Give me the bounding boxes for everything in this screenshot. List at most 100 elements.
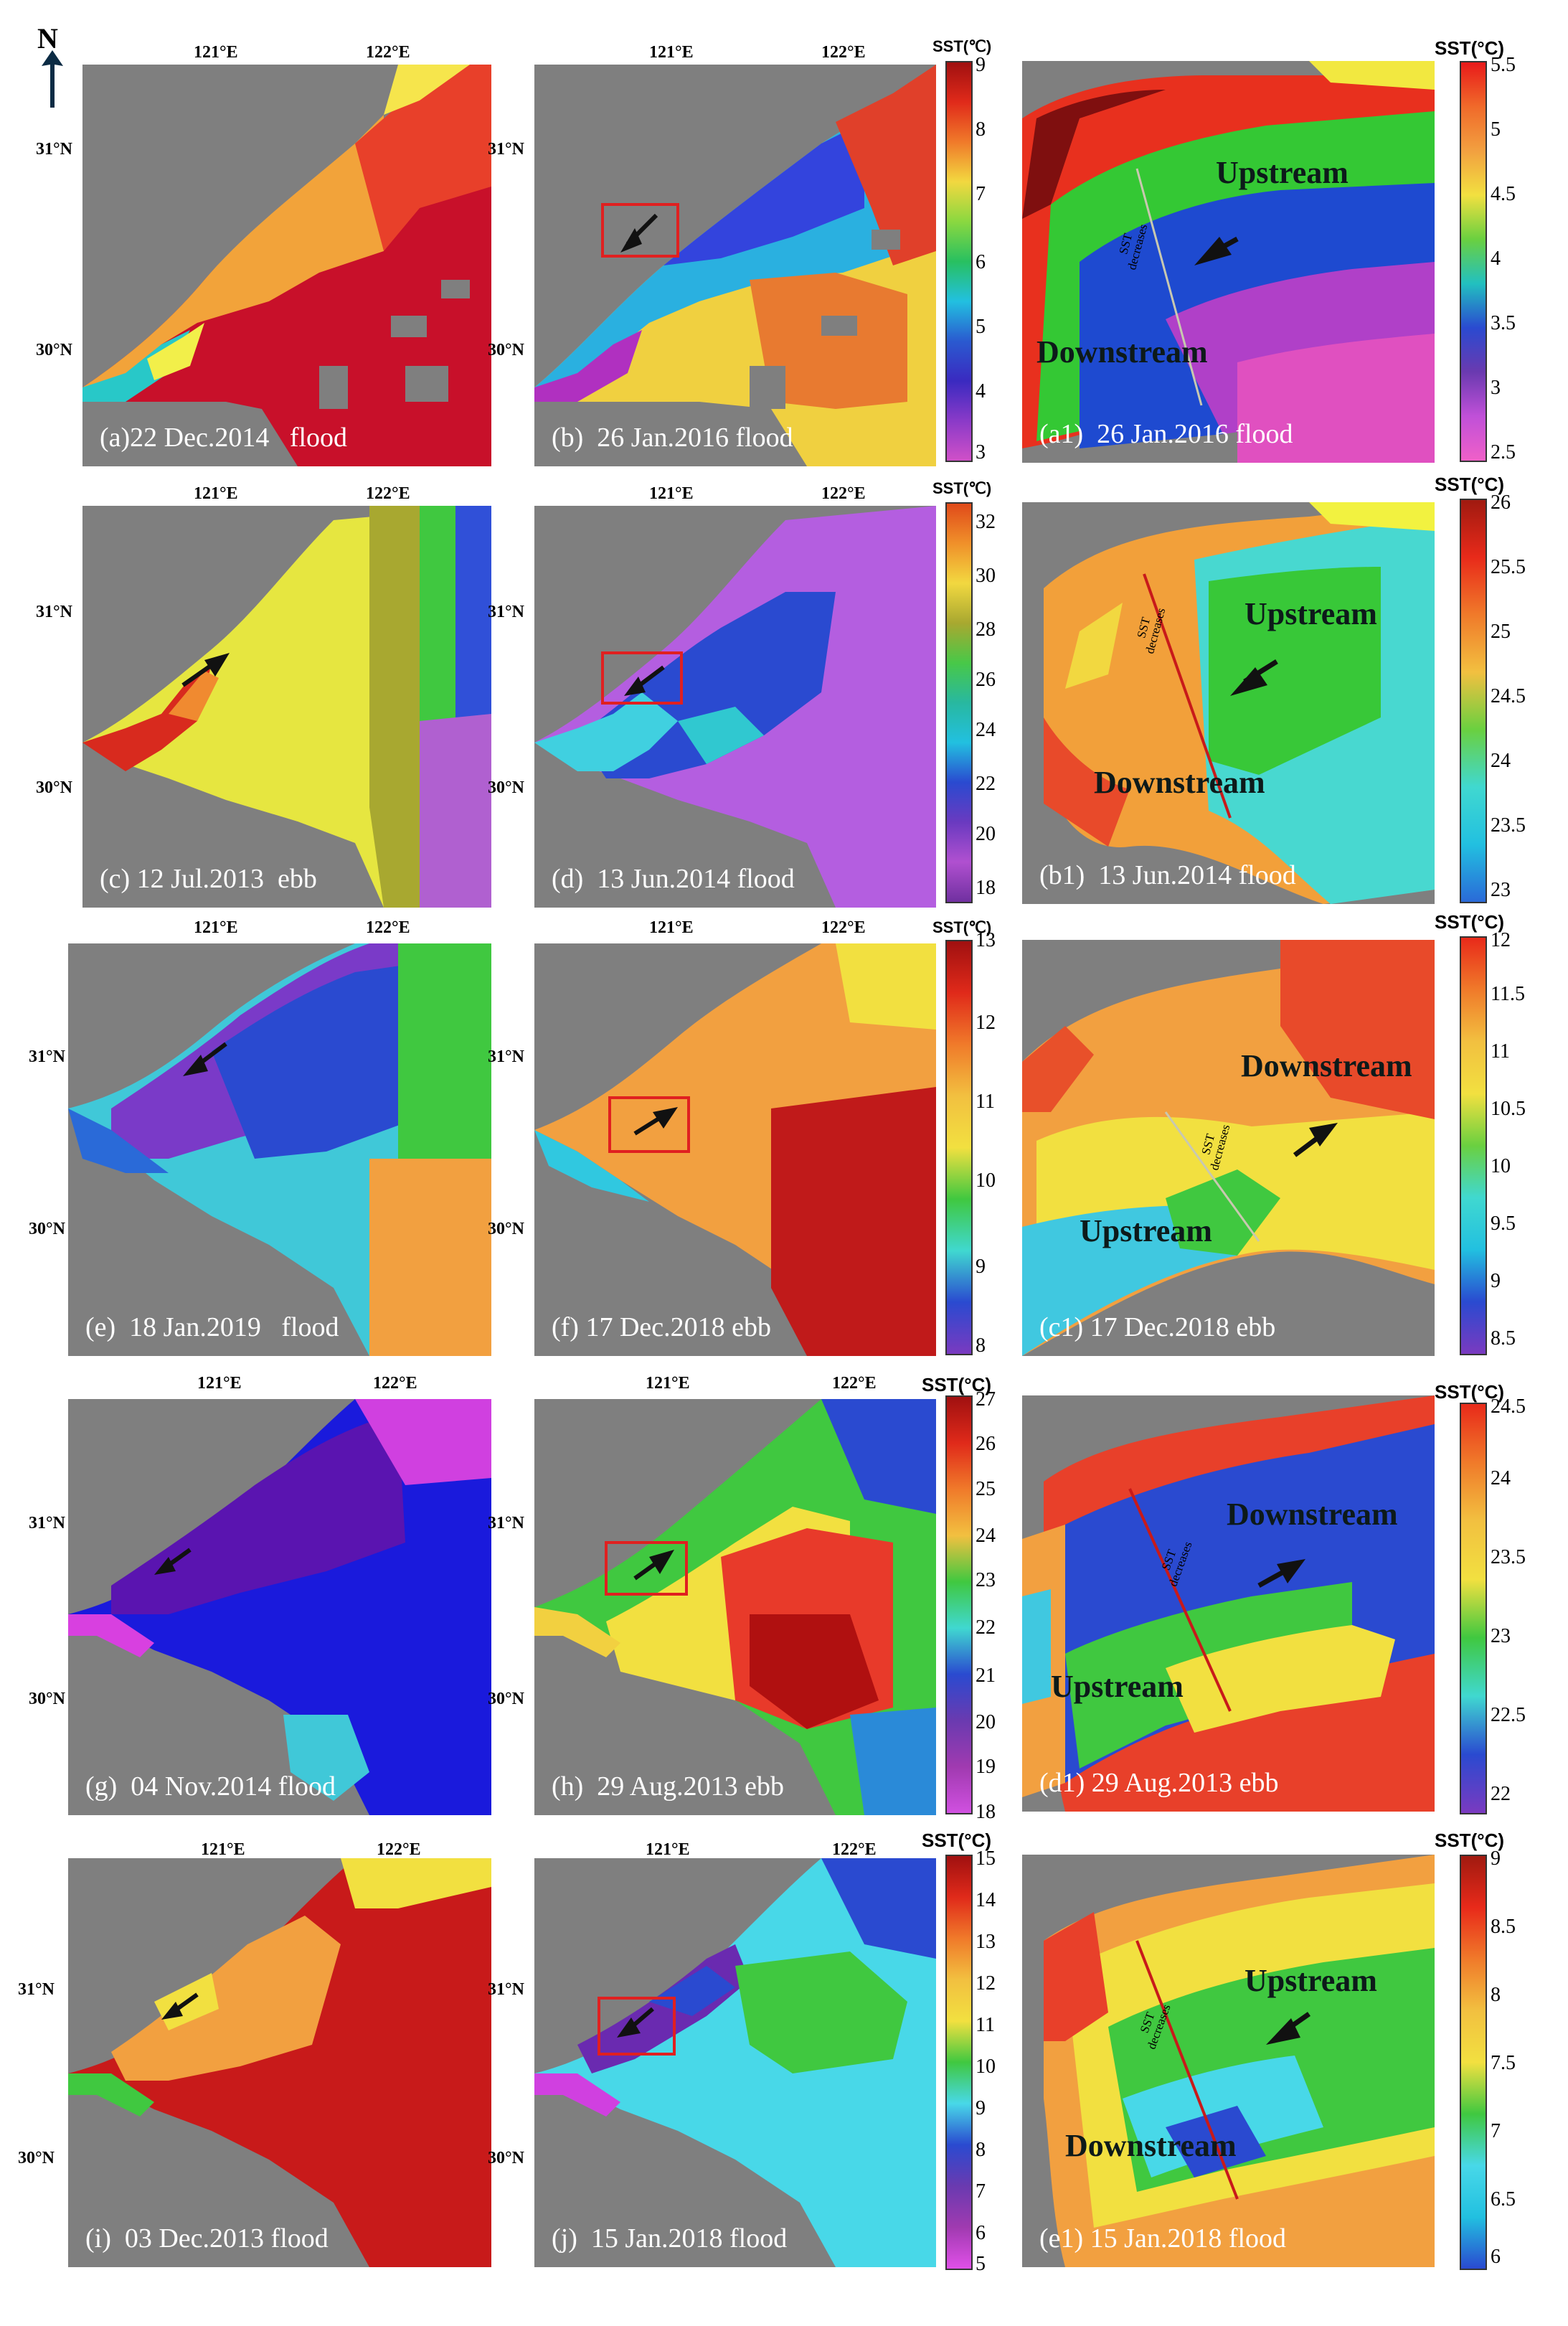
lat-tick-31: 31°N: [488, 140, 524, 159]
lon-tick-122: 122°E: [821, 43, 866, 62]
north-label: N: [37, 22, 58, 55]
lat-tick-31: 31°N: [36, 603, 72, 621]
colorbar-title: SST(°C): [1435, 911, 1505, 933]
upstream-label: Upstream: [1080, 1213, 1212, 1248]
colorbar-j: [945, 1855, 973, 2270]
lon-tick-122: 122°E: [377, 1840, 421, 1859]
lon-tick-122: 122°E: [373, 1374, 417, 1393]
lon-tick-122: 122°E: [366, 484, 410, 503]
colorbar-f: [945, 940, 973, 1355]
downstream-label: Downstream: [1241, 1048, 1412, 1083]
colorbar-e1-ticks: 9 8.5 8 7.5 7 6.5 6: [1491, 1847, 1516, 2268]
colorbar-j-ticks: 15 14 13 12 11 10 9 8 7 6 5: [976, 1847, 996, 2275]
lat-tick-30: 30°N: [29, 1220, 65, 1238]
panel-caption: (c1) 17 Dec.2018 ebb: [1039, 1312, 1276, 1342]
map-panel-d: (d) 13 Jun.2014 flood: [534, 506, 936, 908]
colorbar-f-ticks: 13 12 11 10 9 8: [976, 929, 996, 1357]
colorbar-c1-ticks: 12 11.5 11 10.5 10 9.5 9 8.5: [1491, 929, 1526, 1350]
panel-caption: (c) 12 Jul.2013 ebb: [100, 864, 317, 894]
lon-tick-121: 121°E: [194, 43, 238, 62]
lat-tick-30: 30°N: [488, 2149, 524, 2167]
zoom-panel-b1: Upstream Downstream SST decreases (b1) 1…: [1022, 502, 1435, 904]
lon-tick-121: 121°E: [201, 1840, 245, 1859]
downstream-label: Downstream: [1065, 2128, 1237, 2163]
lat-tick-31: 31°N: [29, 1047, 65, 1066]
colorbar-h-ticks: 27 26 25 24 23 22 21 20 19 18: [976, 1388, 996, 1823]
lon-tick-122: 122°E: [832, 1374, 877, 1393]
zoom-panel-e1: Upstream Downstream SST decreases (e1) 1…: [1022, 1855, 1435, 2267]
map-panel-i: (i) 03 Dec.2013 flood: [68, 1858, 491, 2267]
map-panel-c: (c) 12 Jul.2013 ebb: [82, 506, 491, 908]
colorbar-title: SST(℃): [932, 37, 992, 55]
colorbar-e1: [1460, 1855, 1487, 2270]
panel-caption: (b) 26 Jan.2016 flood: [552, 423, 793, 453]
lat-tick-30: 30°N: [36, 778, 72, 797]
lon-tick-122: 122°E: [366, 43, 410, 62]
map-panel-e: (e) 18 Jan.2019 flood: [68, 943, 491, 1356]
north-arrow-icon: [42, 50, 63, 108]
lat-tick-31: 31°N: [18, 1980, 55, 1999]
downstream-label: Downstream: [1036, 334, 1208, 369]
colorbar-c1: [1460, 936, 1487, 1355]
colorbar-b-ticks: 9 8 7 6 5 4 3: [976, 54, 986, 463]
lon-tick-121: 121°E: [649, 43, 694, 62]
lat-tick-30: 30°N: [29, 1690, 65, 1708]
colorbar-title: SST(°C): [1435, 1830, 1505, 1851]
colorbar-title: SST(°C): [922, 1830, 992, 1851]
colorbar-title: SST(℃): [932, 479, 992, 497]
colorbar-d-ticks: 32 30 28 26 24 22 20 18: [976, 511, 996, 899]
lon-tick-121: 121°E: [194, 918, 238, 937]
panel-caption: (f) 17 Dec.2018 ebb: [552, 1312, 772, 1342]
panel-caption: (i) 03 Dec.2013 flood: [85, 2223, 329, 2254]
lon-tick-122: 122°E: [821, 484, 866, 503]
colorbar-title: SST(°C): [1435, 474, 1505, 495]
lon-tick-121: 121°E: [194, 484, 238, 503]
lon-tick-121: 121°E: [646, 1840, 690, 1859]
lat-tick-30: 30°N: [488, 341, 524, 359]
lon-tick-121: 121°E: [649, 484, 694, 503]
lat-tick-31: 31°N: [488, 1980, 524, 1999]
colorbar-a1-ticks: 5.5 5 4.5 4 3.5 3 2.5: [1491, 54, 1516, 463]
lon-tick-121: 121°E: [197, 1374, 242, 1393]
map-panel-f: (f) 17 Dec.2018 ebb: [534, 943, 936, 1356]
map-panel-a: (a)22 Dec.2014 flood: [82, 65, 491, 466]
zoom-panel-c1: Downstream Upstream SST decreases (c1) 1…: [1022, 940, 1435, 1356]
lat-tick-30: 30°N: [36, 341, 72, 359]
map-panel-b: (b) 26 Jan.2016 flood: [534, 65, 936, 466]
downstream-label: Downstream: [1227, 1497, 1398, 1532]
panel-caption: (g) 04 Nov.2014 flood: [85, 1771, 336, 1802]
lat-tick-31: 31°N: [488, 603, 524, 621]
colorbar-title: SST(°C): [922, 1374, 992, 1395]
downstream-label: Downstream: [1094, 765, 1265, 800]
colorbar-b1: [1460, 499, 1487, 903]
lon-tick-122: 122°E: [832, 1840, 877, 1859]
upstream-label: Upstream: [1216, 155, 1349, 190]
lon-tick-121: 121°E: [646, 1374, 690, 1393]
upstream-label: Upstream: [1245, 1963, 1377, 1998]
lat-tick-30: 30°N: [488, 778, 524, 797]
lat-tick-31: 31°N: [488, 1514, 524, 1532]
lat-tick-31: 31°N: [29, 1514, 65, 1532]
panel-caption: (e1) 15 Jan.2018 flood: [1039, 2223, 1287, 2254]
panel-caption: (e) 18 Jan.2019 flood: [85, 1312, 339, 1342]
colorbar-b: [945, 61, 973, 462]
panel-caption: (a1) 26 Jan.2016 flood: [1039, 419, 1293, 449]
panel-caption: (b1) 13 Jun.2014 flood: [1039, 860, 1296, 890]
colorbar-d1-ticks: 24.5 24 23.5 23 22.5 22: [1491, 1395, 1526, 1805]
colorbar-title: SST(℃): [932, 918, 992, 936]
colorbar-h: [945, 1395, 973, 1814]
panel-caption: (j) 15 Jan.2018 flood: [552, 2223, 788, 2254]
lat-tick-31: 31°N: [36, 140, 72, 159]
colorbar-d1: [1460, 1403, 1487, 1814]
map-panel-g: (g) 04 Nov.2014 flood: [68, 1399, 491, 1815]
zoom-panel-d1: Downstream Upstream SST decreases (d1) 2…: [1022, 1395, 1435, 1812]
panel-caption: (d) 13 Jun.2014 flood: [552, 864, 795, 894]
map-panel-h: (h) 29 Aug.2013 ebb: [534, 1399, 936, 1815]
upstream-label: Upstream: [1051, 1669, 1184, 1704]
lon-tick-121: 121°E: [649, 918, 694, 937]
colorbar-b1-ticks: 26 25.5 25 24.5 24 23.5 23: [1491, 491, 1526, 901]
zoom-panel-a1: Upstream Downstream SST decreases (a1) 2…: [1022, 61, 1435, 463]
lat-tick-30: 30°N: [488, 1220, 524, 1238]
panel-caption: (a)22 Dec.2014 flood: [100, 423, 348, 453]
panel-caption: (d1) 29 Aug.2013 ebb: [1039, 1768, 1279, 1798]
